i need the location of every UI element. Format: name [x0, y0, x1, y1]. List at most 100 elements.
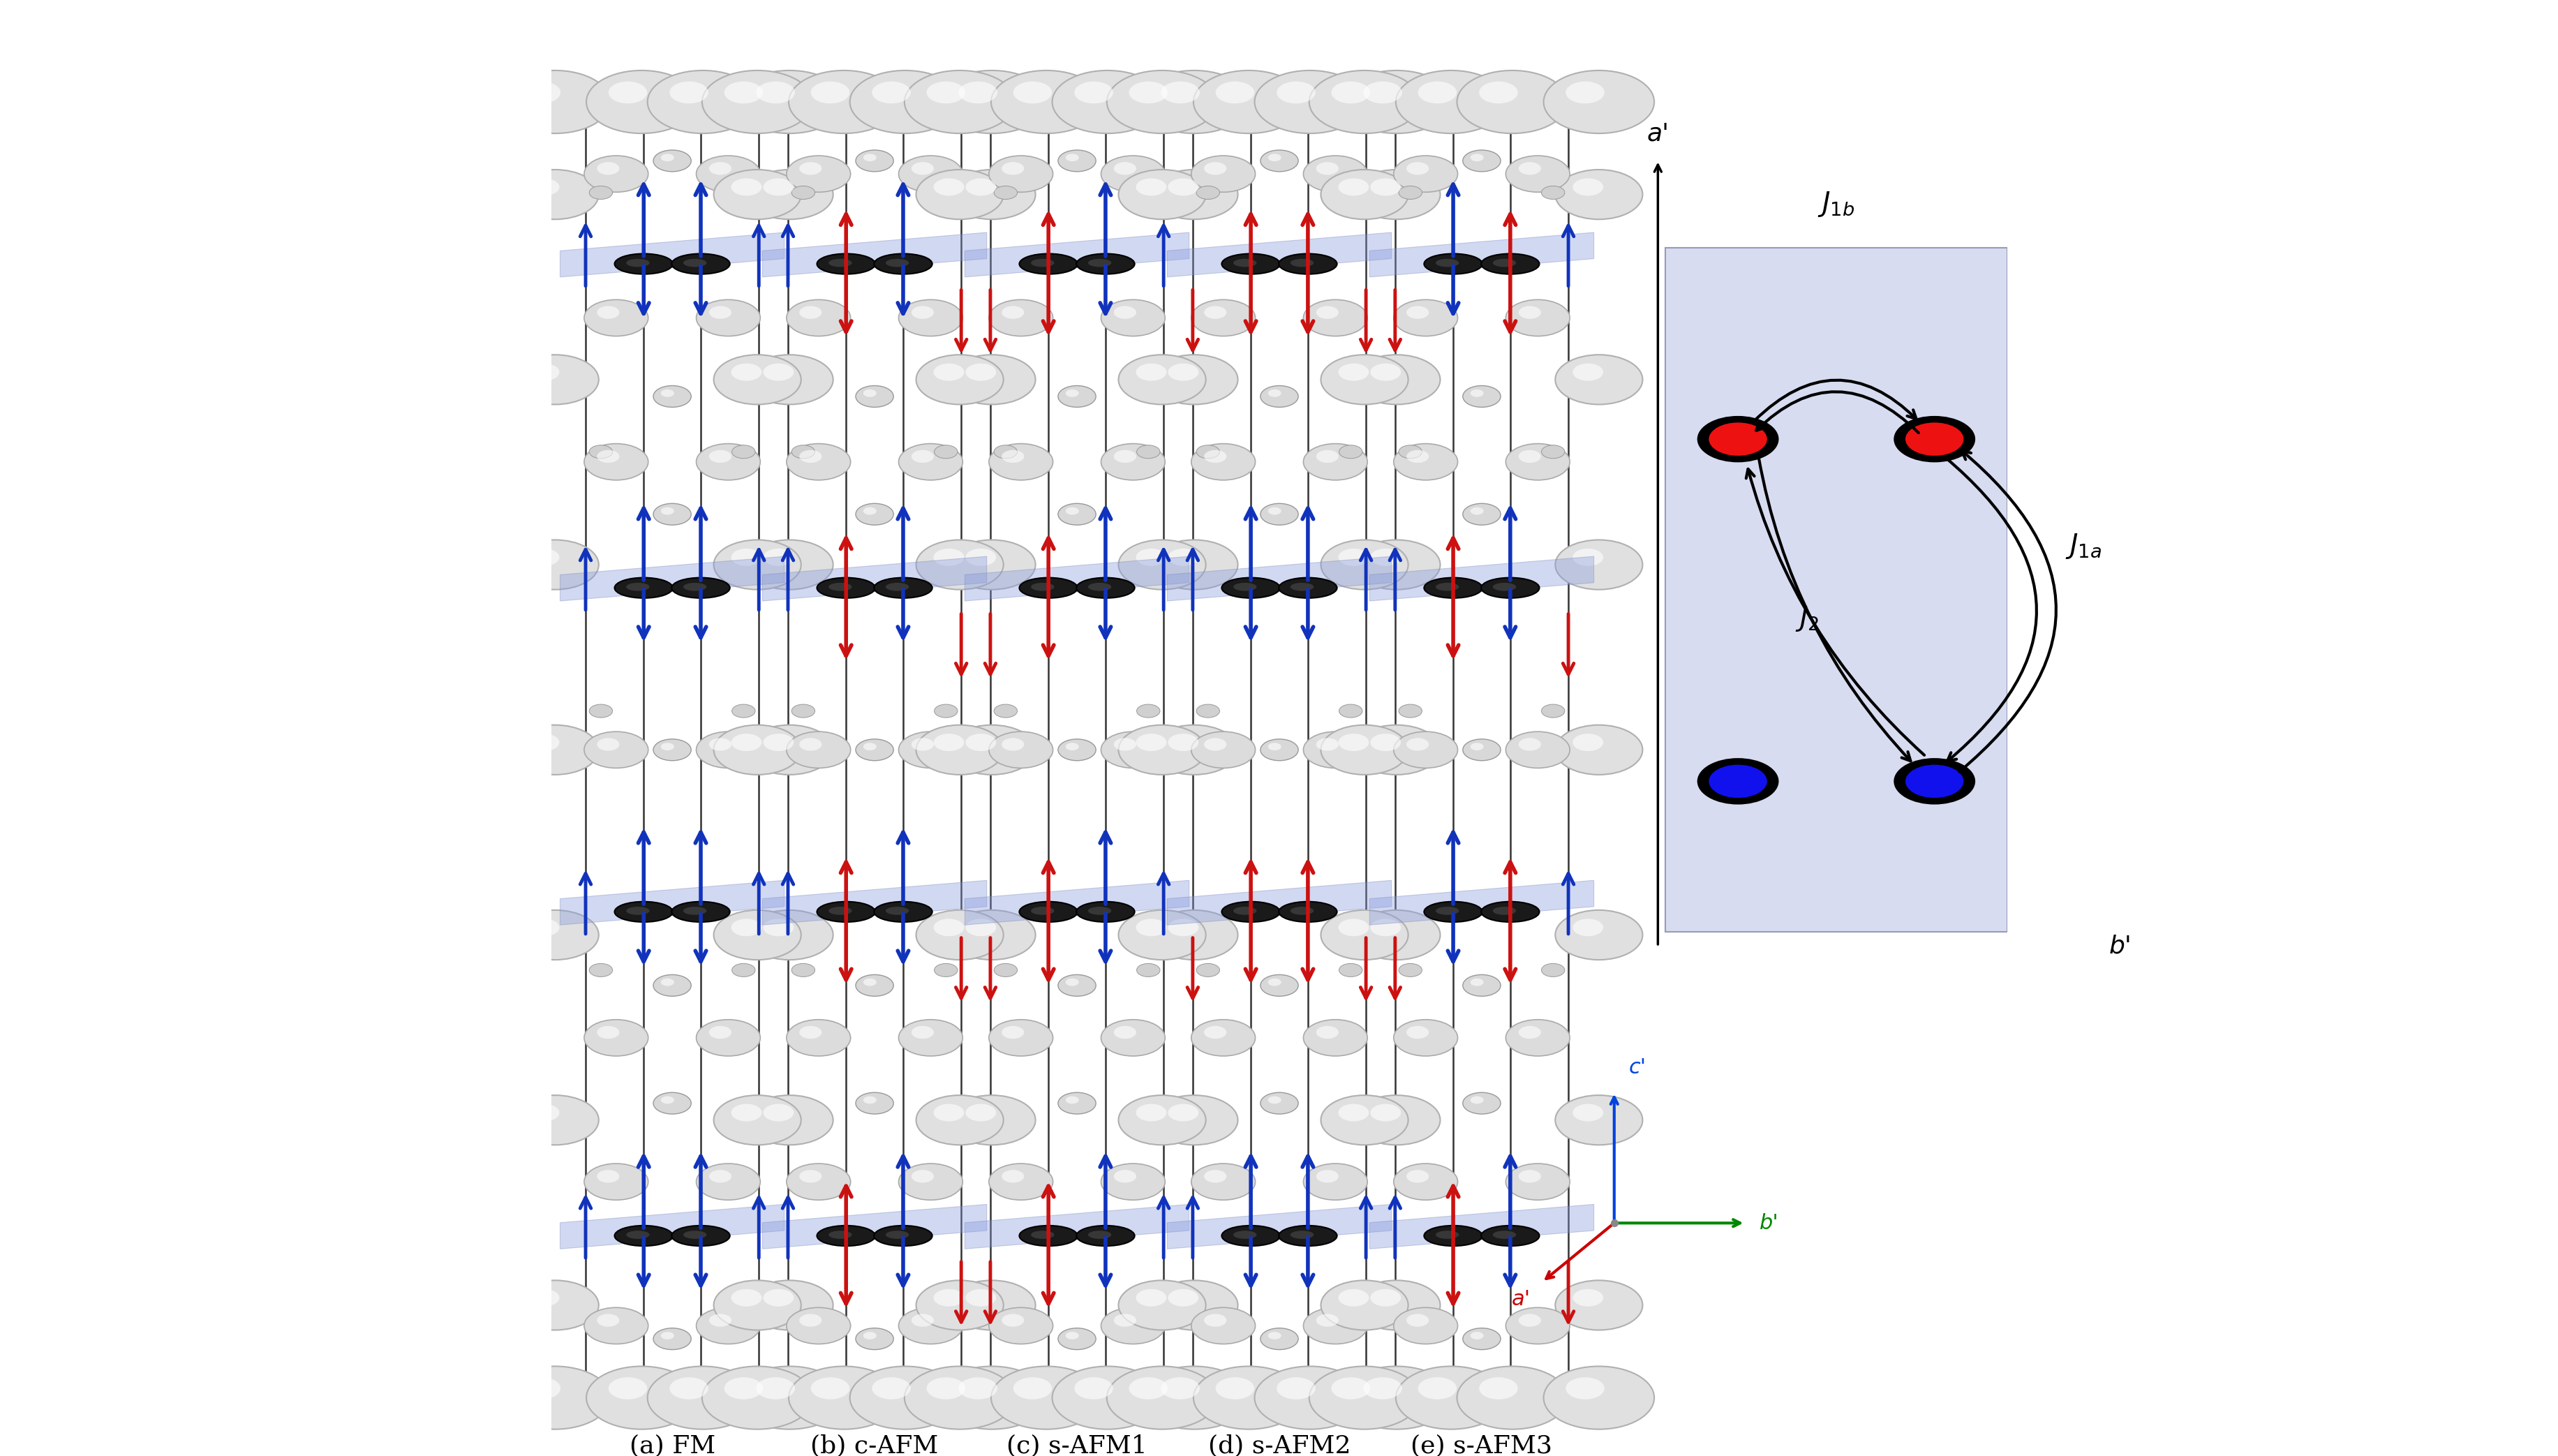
Ellipse shape [1394, 444, 1458, 480]
Ellipse shape [1136, 919, 1166, 936]
Ellipse shape [1233, 1230, 1256, 1239]
Ellipse shape [1353, 355, 1440, 405]
Ellipse shape [1118, 170, 1205, 220]
Ellipse shape [987, 156, 1054, 192]
Ellipse shape [1031, 582, 1054, 591]
Ellipse shape [1192, 1019, 1256, 1056]
Ellipse shape [1338, 1104, 1369, 1121]
Ellipse shape [1320, 1280, 1407, 1329]
Ellipse shape [1064, 507, 1079, 515]
Ellipse shape [1077, 901, 1133, 922]
Ellipse shape [1108, 70, 1218, 134]
Ellipse shape [1100, 731, 1164, 769]
Ellipse shape [627, 259, 650, 266]
Ellipse shape [862, 507, 877, 515]
Ellipse shape [1064, 154, 1079, 162]
Ellipse shape [696, 1307, 760, 1344]
Ellipse shape [734, 70, 844, 134]
Ellipse shape [1573, 734, 1604, 751]
Ellipse shape [1031, 1230, 1054, 1239]
Ellipse shape [714, 725, 801, 775]
Ellipse shape [1100, 1019, 1164, 1056]
Ellipse shape [1161, 1377, 1200, 1399]
Ellipse shape [854, 974, 893, 996]
Ellipse shape [987, 300, 1054, 336]
Ellipse shape [1302, 731, 1366, 769]
Ellipse shape [1517, 306, 1540, 319]
Text: $J_{1a}$: $J_{1a}$ [2064, 531, 2100, 561]
Ellipse shape [1059, 740, 1095, 760]
Ellipse shape [790, 446, 813, 459]
Ellipse shape [964, 178, 995, 195]
Ellipse shape [934, 446, 957, 459]
Ellipse shape [1315, 1313, 1338, 1326]
Ellipse shape [670, 901, 729, 922]
Ellipse shape [744, 355, 834, 405]
Ellipse shape [683, 907, 706, 914]
Ellipse shape [1077, 578, 1133, 598]
Ellipse shape [1100, 444, 1164, 480]
Ellipse shape [798, 162, 821, 175]
Ellipse shape [1463, 1092, 1499, 1114]
Ellipse shape [1709, 422, 1768, 456]
Ellipse shape [1192, 444, 1256, 480]
Ellipse shape [1289, 907, 1312, 914]
Ellipse shape [885, 1230, 908, 1239]
Ellipse shape [862, 1332, 877, 1340]
Ellipse shape [1542, 70, 1655, 134]
Text: a': a' [1647, 122, 1668, 146]
Ellipse shape [586, 1366, 696, 1430]
Ellipse shape [829, 907, 852, 914]
Ellipse shape [788, 1366, 898, 1430]
Ellipse shape [934, 734, 964, 751]
Ellipse shape [1059, 974, 1095, 996]
Ellipse shape [1471, 978, 1484, 986]
Ellipse shape [512, 1280, 599, 1329]
Ellipse shape [1261, 504, 1297, 526]
Ellipse shape [1353, 540, 1440, 590]
Ellipse shape [1205, 1171, 1225, 1182]
Ellipse shape [1540, 446, 1565, 459]
Ellipse shape [964, 734, 995, 751]
Ellipse shape [744, 1280, 834, 1329]
Ellipse shape [1338, 364, 1369, 381]
Ellipse shape [798, 1313, 821, 1326]
Ellipse shape [1000, 162, 1023, 175]
Ellipse shape [785, 1019, 849, 1056]
Ellipse shape [1108, 1366, 1218, 1430]
Ellipse shape [1320, 910, 1407, 960]
Ellipse shape [724, 82, 762, 103]
Ellipse shape [1151, 170, 1238, 220]
Ellipse shape [1113, 1171, 1136, 1182]
Ellipse shape [816, 901, 875, 922]
Ellipse shape [875, 901, 931, 922]
Ellipse shape [732, 549, 762, 566]
Ellipse shape [660, 154, 673, 162]
Ellipse shape [709, 738, 732, 751]
Ellipse shape [993, 446, 1018, 459]
Ellipse shape [790, 705, 813, 718]
Ellipse shape [1471, 743, 1484, 750]
Polygon shape [762, 556, 987, 601]
Ellipse shape [1573, 1104, 1604, 1121]
Ellipse shape [696, 156, 760, 192]
Ellipse shape [1504, 1163, 1571, 1200]
Ellipse shape [1463, 1328, 1499, 1350]
Ellipse shape [1399, 446, 1422, 459]
Ellipse shape [1407, 1171, 1427, 1182]
Ellipse shape [1031, 259, 1054, 266]
Ellipse shape [660, 978, 673, 986]
Ellipse shape [875, 253, 931, 274]
Ellipse shape [683, 1230, 706, 1239]
Ellipse shape [1136, 705, 1159, 718]
Ellipse shape [1542, 1366, 1655, 1430]
Polygon shape [1369, 556, 1594, 601]
Ellipse shape [683, 259, 706, 266]
Ellipse shape [1100, 1163, 1164, 1200]
Ellipse shape [1371, 1289, 1402, 1306]
Ellipse shape [1320, 1095, 1407, 1144]
Text: (a) FM: (a) FM [629, 1434, 716, 1456]
Polygon shape [560, 881, 785, 925]
Ellipse shape [701, 1366, 813, 1430]
Ellipse shape [1463, 504, 1499, 526]
